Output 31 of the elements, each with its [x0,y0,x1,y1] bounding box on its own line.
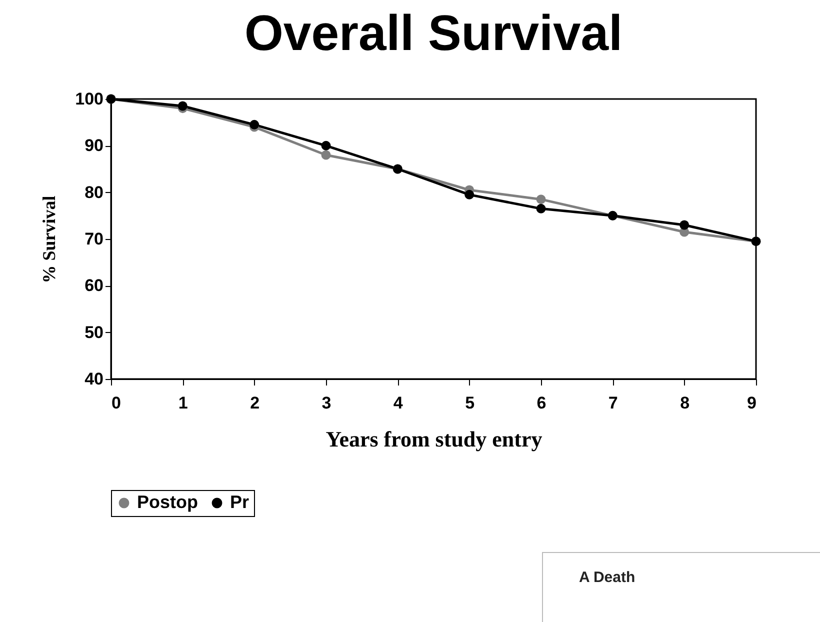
x-tick-label: 1 [178,394,188,412]
x-tick-label: 7 [608,394,618,412]
point [321,140,331,150]
point [536,194,546,204]
x-tick-label: 0 [112,394,121,412]
legend-label: Pr [230,492,250,512]
x-tick-label: 5 [465,394,475,412]
point [680,220,690,230]
text: A Death [579,569,636,586]
point [321,150,331,160]
legend-label: Postop [137,492,198,512]
x-tick-label: 4 [393,394,404,412]
x-tick-label: 6 [536,394,546,412]
x-tick-label: 9 [747,394,756,412]
y-tick-label: 90 [84,136,104,156]
point [250,120,260,130]
y-tick-label: 60 [84,276,104,296]
point [464,190,474,200]
point [178,101,188,111]
y-tick-label: 70 [84,230,104,248]
y-tick-label: 40 [84,370,104,388]
y-tick-label: 80 [84,182,104,202]
x-tick-label: 8 [680,394,690,412]
y-tick-label: 100 [75,90,104,108]
point [536,204,546,214]
chart-title: Overall Survival [244,5,623,61]
x-tick-label: 3 [322,394,332,412]
x-axis-title: Years from study entry [326,426,542,452]
y-tick-label: 50 [84,322,104,342]
y-axis-title: % Survival [39,196,60,284]
x-tick-label: 2 [250,394,260,412]
